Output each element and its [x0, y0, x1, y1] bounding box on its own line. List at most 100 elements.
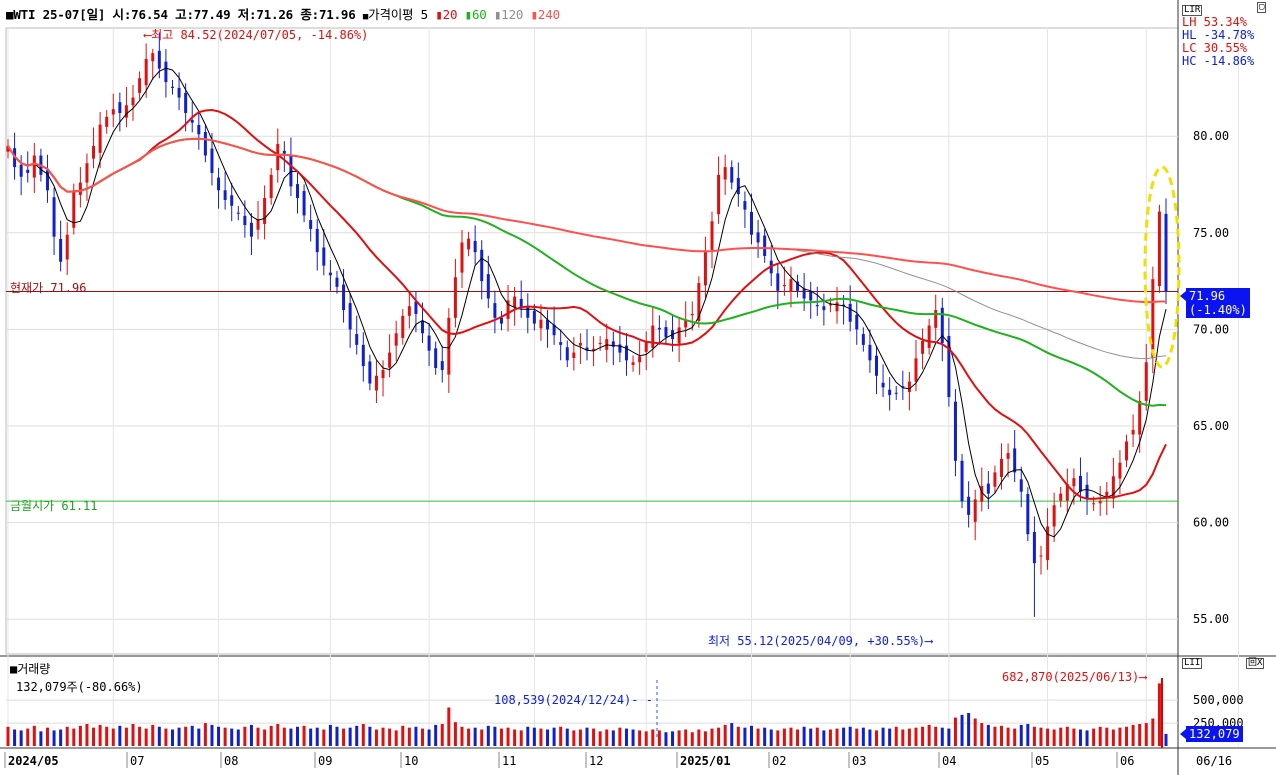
y-tick-label: 70.00	[1193, 322, 1229, 336]
volume-bar	[789, 727, 793, 746]
volume-bar	[421, 728, 425, 746]
volume-bar	[368, 726, 372, 746]
candle-body	[815, 305, 819, 307]
candle-body	[677, 327, 681, 344]
volume-bar	[217, 726, 221, 746]
volume-bar	[6, 726, 10, 746]
candle-body	[1052, 505, 1056, 527]
volume-bar	[980, 723, 984, 746]
x-axis-label: 04	[942, 754, 956, 768]
header-marker-2: ■	[362, 12, 369, 22]
candle-body	[19, 164, 23, 177]
candle-body	[1157, 211, 1161, 287]
volume-bar	[453, 722, 457, 746]
volume-bar	[105, 726, 109, 746]
volume-bar	[1138, 724, 1142, 746]
stat-lc: LC 30.55%	[1182, 41, 1248, 55]
candle-body	[1125, 441, 1129, 461]
volume-bar	[565, 728, 569, 746]
candle-body	[598, 342, 602, 345]
candle-body	[921, 341, 925, 354]
candle-body	[157, 50, 161, 69]
volume-bar	[92, 727, 96, 746]
x-axis-label: 06/16	[1196, 754, 1232, 768]
candle-body	[131, 97, 135, 106]
candle-body	[710, 221, 714, 250]
volume-bar	[480, 729, 484, 746]
x-axis-label: 09	[318, 754, 332, 768]
x-axis-label: 08	[224, 754, 238, 768]
candle-body	[144, 58, 148, 86]
candle-body	[210, 148, 214, 173]
candle-body	[401, 315, 405, 338]
candle-body	[381, 369, 385, 379]
volume-bar	[671, 731, 675, 746]
volume-bar	[907, 728, 911, 746]
candle-body	[756, 232, 760, 243]
volume-bar	[624, 728, 628, 746]
volume-bar	[138, 726, 142, 746]
candle-body	[72, 190, 76, 228]
header-marker: ■	[6, 7, 14, 22]
y-tick-label: 80.00	[1193, 129, 1229, 143]
volume-bar	[835, 728, 839, 746]
current-price-label: 현재가 71.96	[10, 281, 87, 295]
restore-icon[interactable]: ▢	[1257, 2, 1267, 13]
volume-bar	[743, 727, 747, 746]
volume-mid-annotation: 108,539(2024/12/24)- -	[494, 693, 653, 707]
candle-body	[776, 273, 780, 291]
low-annotation: 최저 55.12(2025/04/09, +30.55%)⟶	[708, 634, 933, 648]
candle-body	[861, 334, 865, 345]
candle-body	[105, 116, 109, 127]
candle-body	[894, 392, 898, 394]
high-annotation: ⟵최고 84.52(2024/07/05, -14.86%)	[144, 28, 369, 42]
volume-bar	[447, 707, 451, 746]
stats-box: LIR ▢ LH 53.34% HL -34.78% LC 30.55% HC …	[1182, 2, 1267, 68]
candle-body	[85, 163, 89, 183]
candle-body	[736, 177, 740, 195]
x-axis-labels: 2024/05 07 08 09 10 11 12 2025/01 02 03 04 05 06 06/1…	[4, 752, 1232, 768]
x-axis-label: 10	[404, 754, 418, 768]
ma5-label: 5	[420, 7, 429, 22]
lir-button[interactable]: LIR	[1182, 5, 1203, 16]
candle-body	[45, 170, 49, 191]
volume-bar	[763, 727, 767, 746]
candle-body	[835, 302, 839, 312]
candle-body	[342, 284, 346, 311]
volume-bar	[986, 724, 990, 746]
volume-bar	[440, 724, 444, 746]
candle-body	[1164, 213, 1168, 292]
volume-bar	[651, 729, 655, 746]
volume-bar	[1032, 726, 1036, 746]
volume-bar	[184, 726, 188, 746]
candle-body	[513, 296, 517, 308]
volume-window-buttons[interactable]: 回X	[1246, 658, 1265, 669]
candle-body	[78, 182, 82, 195]
candle-body	[1059, 493, 1063, 501]
volume-bar	[39, 731, 43, 746]
volume-bar	[578, 729, 582, 746]
volume-lii-button[interactable]: LII	[1182, 658, 1203, 669]
volume-bar	[467, 728, 471, 746]
candle-body	[657, 327, 661, 330]
volume-bar	[828, 729, 832, 746]
volume-bar	[263, 729, 267, 746]
candle-body	[796, 281, 800, 291]
candle-body	[190, 119, 194, 123]
volume-bar	[1000, 725, 1004, 746]
candle-body	[1078, 475, 1082, 492]
volume-bar	[815, 727, 819, 746]
candle-body	[32, 155, 36, 178]
volume-bar	[230, 728, 234, 746]
candle-body	[690, 313, 694, 316]
volume-bar	[414, 726, 418, 746]
volume-bar	[914, 727, 918, 746]
volume-bar	[243, 726, 247, 746]
candle-body	[651, 325, 655, 348]
candle-body	[421, 320, 425, 334]
volume-bar	[111, 728, 115, 746]
volume-bar	[401, 725, 405, 746]
volume-bar	[631, 729, 635, 746]
volume-bar	[894, 726, 898, 746]
candle-body	[368, 361, 372, 384]
